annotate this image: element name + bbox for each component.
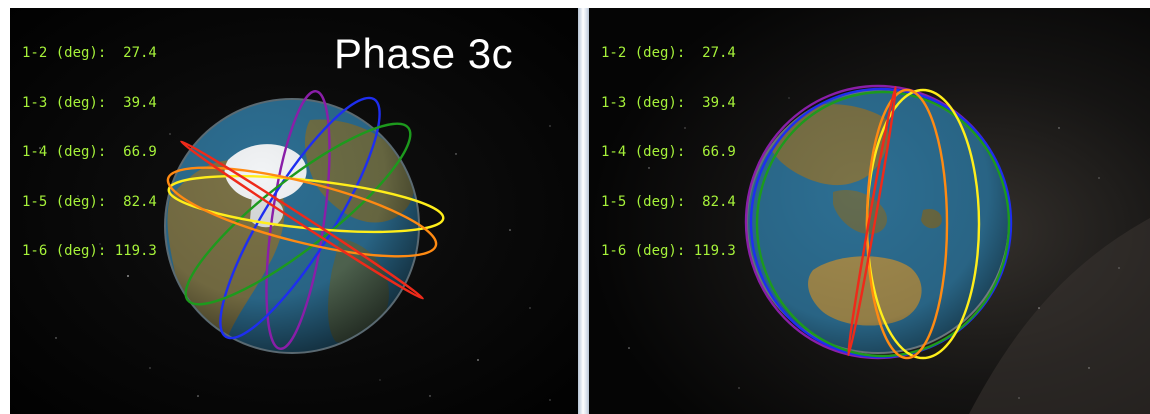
orbit-blue [219,96,381,340]
orbit-orange [166,166,438,258]
orbit-purple [265,90,331,350]
orbit-red [180,140,424,300]
orbit-tracks [166,90,445,350]
orbit-yellow [167,174,445,234]
readout-row-1-5: 1-5 (deg): 82.4 [601,193,736,210]
readout-row-1-5: 1-5 (deg): 82.4 [22,193,157,210]
stars [628,97,1120,399]
milky-way-band [969,218,1150,414]
readout-row-1-2: 1-2 (deg): 27.4 [22,45,157,61]
readout-row-1-3: 1-3 (deg): 39.4 [601,94,736,111]
readout-row-1-3: 1-3 (deg): 39.4 [22,94,157,111]
left-scene [10,8,578,414]
viewport-splitter[interactable] [578,8,589,414]
readout-row-1-4: 1-4 (deg): 66.9 [601,144,736,160]
readout-row-1-6: 1-6 (deg): 119.3 [601,243,736,259]
stars [39,125,551,401]
orbit-green [184,122,412,306]
right-scene [589,8,1150,414]
orbit-green [755,90,1011,358]
separation-readout-left: 1-2 (deg): 27.4 1-3 (deg): 39.4 1-4 (deg… [22,12,157,293]
orbit-orange [865,88,949,360]
readout-row-1-6: 1-6 (deg): 119.3 [22,243,157,259]
orbit-red [846,85,898,357]
right-3d-viewport[interactable]: 1-2 (deg): 27.4 1-3 (deg): 39.4 1-4 (deg… [589,8,1150,414]
orbit-tracks [744,84,1013,360]
readout-row-1-2: 1-2 (deg): 27.4 [601,45,736,61]
readout-row-1-4: 1-4 (deg): 66.9 [22,144,157,160]
separation-readout-right: 1-2 (deg): 27.4 1-3 (deg): 39.4 1-4 (deg… [601,12,736,293]
left-3d-viewport[interactable]: 1-2 (deg): 27.4 1-3 (deg): 39.4 1-4 (deg… [10,8,578,414]
phase-label: Phase 3c [334,30,514,77]
